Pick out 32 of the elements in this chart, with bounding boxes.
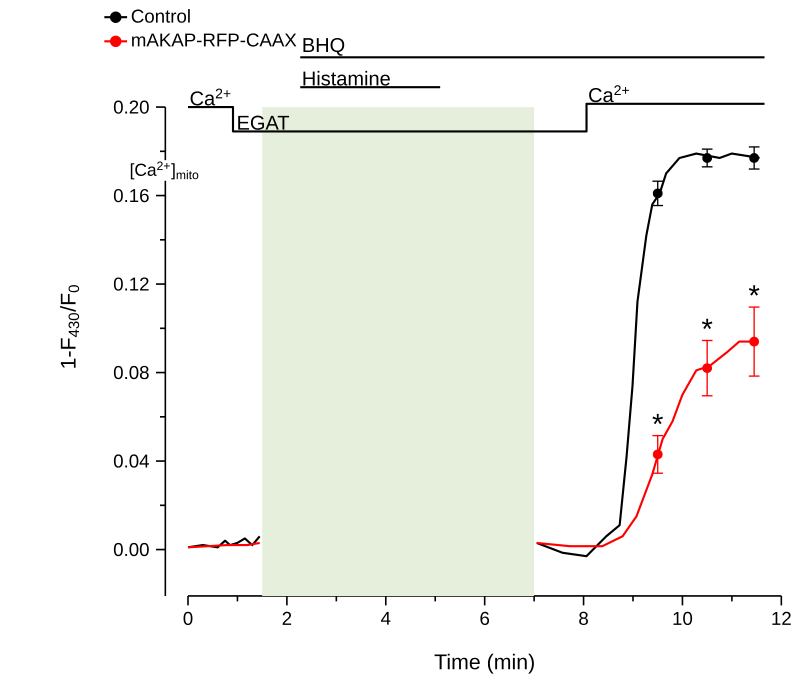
point (702, 363, 712, 374)
point (702, 153, 712, 163)
annotation: EGAT (238, 116, 290, 130)
point (749, 153, 760, 163)
annotation: [Ca$^{2+}$]$_{mito}$ (130, 162, 198, 180)
y-tick-label: 0.04 (114, 454, 149, 468)
legend-label: mAKAP-RFP-CAAX (132, 33, 296, 47)
point (652, 188, 663, 198)
x-tick-label: 4 (381, 612, 390, 625)
point (652, 449, 663, 460)
x-tick-label: 0 (184, 612, 192, 626)
y-tick-label: 0.08 (114, 366, 149, 380)
y-tick-label: 0.20 (114, 100, 149, 114)
x-tick-label: 8 (579, 612, 588, 626)
x-axis-title: Time (min) (434, 654, 534, 674)
y-tick-label: 0.00 (114, 542, 149, 556)
y-axis-title: 1-F$_{430}$/F$_{0}$ (60, 285, 80, 368)
x-tick-label: 2 (282, 612, 292, 625)
annotation: Ca$^{2+}$ (589, 85, 629, 102)
x-tick-label: 10 (673, 612, 692, 626)
x-tick-label: 6 (480, 612, 490, 626)
annotation: Ca$^{2+}$ (190, 88, 230, 106)
annotation: BHQ (303, 38, 344, 56)
legend-label: Control (132, 9, 190, 23)
annotation: * (748, 285, 760, 296)
annotation: * (702, 318, 712, 329)
x-tick-label: 12 (772, 612, 791, 625)
annotation: * (652, 414, 663, 424)
point (749, 336, 760, 347)
annotation: Histamine (303, 70, 390, 86)
y-tick-label: 0.12 (114, 277, 149, 291)
y-tick-label: 0.16 (114, 188, 149, 202)
